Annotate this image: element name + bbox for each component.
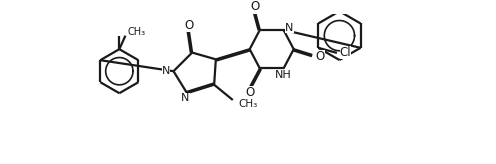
Text: N: N xyxy=(162,66,170,76)
Text: NH: NH xyxy=(275,70,292,80)
Text: O: O xyxy=(184,19,193,32)
Text: CH₃: CH₃ xyxy=(239,99,258,109)
Text: Cl: Cl xyxy=(340,46,351,59)
Text: O: O xyxy=(316,50,325,63)
Text: N: N xyxy=(181,93,189,103)
Text: O: O xyxy=(245,86,254,99)
Text: N: N xyxy=(285,23,294,33)
Text: CH₃: CH₃ xyxy=(127,27,145,37)
Text: O: O xyxy=(250,0,259,13)
